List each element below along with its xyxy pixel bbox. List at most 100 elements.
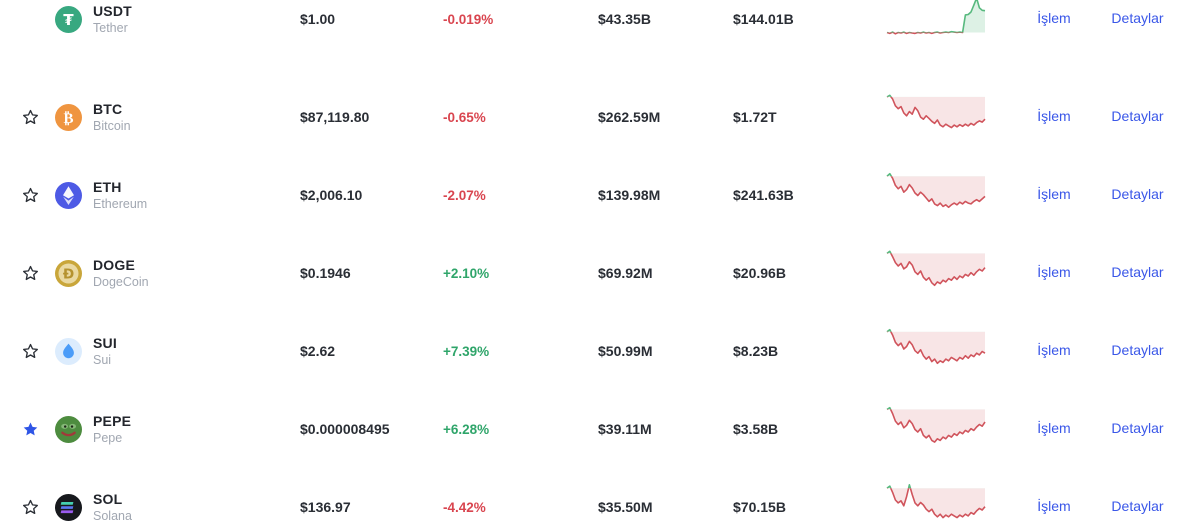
- coin-symbol: PEPE: [93, 412, 132, 429]
- details-link[interactable]: Detaylar: [1111, 420, 1164, 436]
- favorite-button: [21, 10, 40, 29]
- trade-link[interactable]: İşlem: [1037, 498, 1071, 514]
- price-sparkline: [885, 326, 987, 377]
- market-cap: $70.15B: [733, 499, 786, 515]
- tether-coin-icon: ₮: [55, 5, 82, 33]
- favorite-button[interactable]: [21, 186, 40, 205]
- price-change: -0.65%: [443, 109, 486, 125]
- coin-name: DogeCoin: [93, 274, 149, 289]
- coin-row[interactable]: ₮ USDT Tether $1.00 -0.019% $43.35B $144…: [0, 0, 1192, 58]
- details-link[interactable]: Detaylar: [1111, 342, 1164, 358]
- svg-text:₮: ₮: [63, 11, 74, 29]
- volume-24h: $43.35B: [598, 11, 651, 27]
- pepe-coin-icon: [55, 415, 82, 443]
- details-link[interactable]: Detaylar: [1111, 186, 1164, 202]
- price-sparkline: [885, 0, 987, 45]
- solana-coin-icon: [55, 493, 82, 521]
- coin-name: Ethereum: [93, 196, 148, 211]
- volume-24h: $139.98M: [598, 187, 661, 203]
- coin-name: Sui: [93, 352, 112, 367]
- coin-price: $0.1946: [300, 265, 351, 281]
- volume-24h: $262.59M: [598, 109, 661, 125]
- coin-symbol: ETH: [93, 178, 122, 195]
- market-cap: $1.72T: [733, 109, 777, 125]
- coin-cell: SOL Solana: [46, 492, 300, 523]
- coin-price: $87,119.80: [300, 109, 370, 125]
- details-link[interactable]: Detaylar: [1111, 108, 1164, 124]
- coin-row[interactable]: SOL Solana $136.97 -4.42% $35.50M $70.15…: [0, 468, 1192, 528]
- market-cap: $20.96B: [733, 265, 786, 281]
- coin-symbol: USDT: [93, 2, 132, 19]
- price-change: +2.10%: [443, 265, 490, 281]
- details-link[interactable]: Detaylar: [1111, 264, 1164, 280]
- coin-name: Bitcoin: [93, 118, 131, 133]
- coin-price: $0.000008495: [300, 421, 390, 437]
- coin-price: $1.00: [300, 11, 336, 27]
- coin-cell: SUI Sui: [46, 336, 300, 367]
- price-sparkline: [885, 248, 987, 299]
- favorite-cell: [0, 342, 46, 361]
- price-sparkline: [885, 482, 987, 528]
- favorite-button[interactable]: [21, 264, 40, 283]
- volume-24h: $39.11M: [598, 421, 652, 437]
- market-cap: $144.01B: [733, 11, 794, 27]
- favorite-button[interactable]: [21, 498, 40, 517]
- market-cap: $8.23B: [733, 343, 779, 359]
- coin-cell: ETH Ethereum: [46, 180, 300, 211]
- coin-row[interactable]: ₿ BTC Bitcoin $87,119.80 -0.65% $262.59M…: [0, 78, 1192, 156]
- coin-symbol: DOGE: [93, 256, 136, 273]
- details-link[interactable]: Detaylar: [1111, 498, 1164, 514]
- trade-link[interactable]: İşlem: [1037, 10, 1071, 26]
- coin-cell: ₿ BTC Bitcoin: [46, 102, 300, 133]
- coin-cell: PEPE Pepe: [46, 414, 300, 445]
- favorite-cell: [0, 108, 46, 127]
- favorite-cell: [0, 420, 46, 439]
- market-cap: $241.63B: [733, 187, 794, 203]
- price-change: +6.28%: [443, 421, 490, 437]
- favorite-cell: [0, 264, 46, 283]
- price-change: -4.42%: [443, 499, 486, 515]
- price-change: -0.019%: [443, 11, 494, 27]
- trade-link[interactable]: İşlem: [1037, 342, 1071, 358]
- favorite-cell: [0, 10, 46, 29]
- coin-row[interactable]: PEPE Pepe $0.000008495 +6.28% $39.11M $3…: [0, 390, 1192, 468]
- coin-name: Tether: [93, 20, 128, 35]
- svg-text:₿: ₿: [63, 109, 73, 127]
- details-link[interactable]: Detaylar: [1111, 10, 1164, 26]
- favorite-button[interactable]: [21, 342, 40, 361]
- coin-row[interactable]: ETH Ethereum $2,006.10 -2.07% $139.98M $…: [0, 156, 1192, 234]
- coin-cell: ₮ USDT Tether: [46, 4, 300, 35]
- coin-name: Pepe: [93, 430, 123, 445]
- trade-link[interactable]: İşlem: [1037, 108, 1071, 124]
- coin-price: $136.97: [300, 499, 351, 515]
- coin-row[interactable]: SUI Sui $2.62 +7.39% $50.99M $8.23B İşle…: [0, 312, 1192, 390]
- market-cap: $3.58B: [733, 421, 779, 437]
- coin-price: $2,006.10: [300, 187, 363, 203]
- price-change: +7.39%: [443, 343, 490, 359]
- volume-24h: $50.99M: [598, 343, 653, 359]
- favorite-button[interactable]: [21, 420, 40, 439]
- volume-24h: $69.92M: [598, 265, 653, 281]
- trade-link[interactable]: İşlem: [1037, 264, 1071, 280]
- coin-cell: Ð DOGE DogeCoin: [46, 258, 300, 289]
- price-sparkline: [885, 170, 987, 221]
- price-change: -2.07%: [443, 187, 486, 203]
- sui-coin-icon: [55, 337, 82, 365]
- trade-link[interactable]: İşlem: [1037, 186, 1071, 202]
- price-sparkline: [885, 404, 987, 455]
- coin-symbol: SOL: [93, 490, 123, 507]
- favorite-button[interactable]: [21, 108, 40, 127]
- coin-row[interactable]: Ð DOGE DogeCoin $0.1946 +2.10% $69.92M $…: [0, 234, 1192, 312]
- coin-price: $2.62: [300, 343, 336, 359]
- trade-link[interactable]: İşlem: [1037, 420, 1071, 436]
- bitcoin-coin-icon: ₿: [55, 103, 82, 131]
- ethereum-coin-icon: [55, 181, 82, 209]
- dogecoin-coin-icon: Ð: [55, 259, 82, 287]
- coin-name: Solana: [93, 508, 132, 523]
- volume-24h: $35.50M: [598, 499, 653, 515]
- coin-symbol: BTC: [93, 100, 123, 117]
- price-sparkline: [885, 92, 987, 143]
- favorite-cell: [0, 186, 46, 205]
